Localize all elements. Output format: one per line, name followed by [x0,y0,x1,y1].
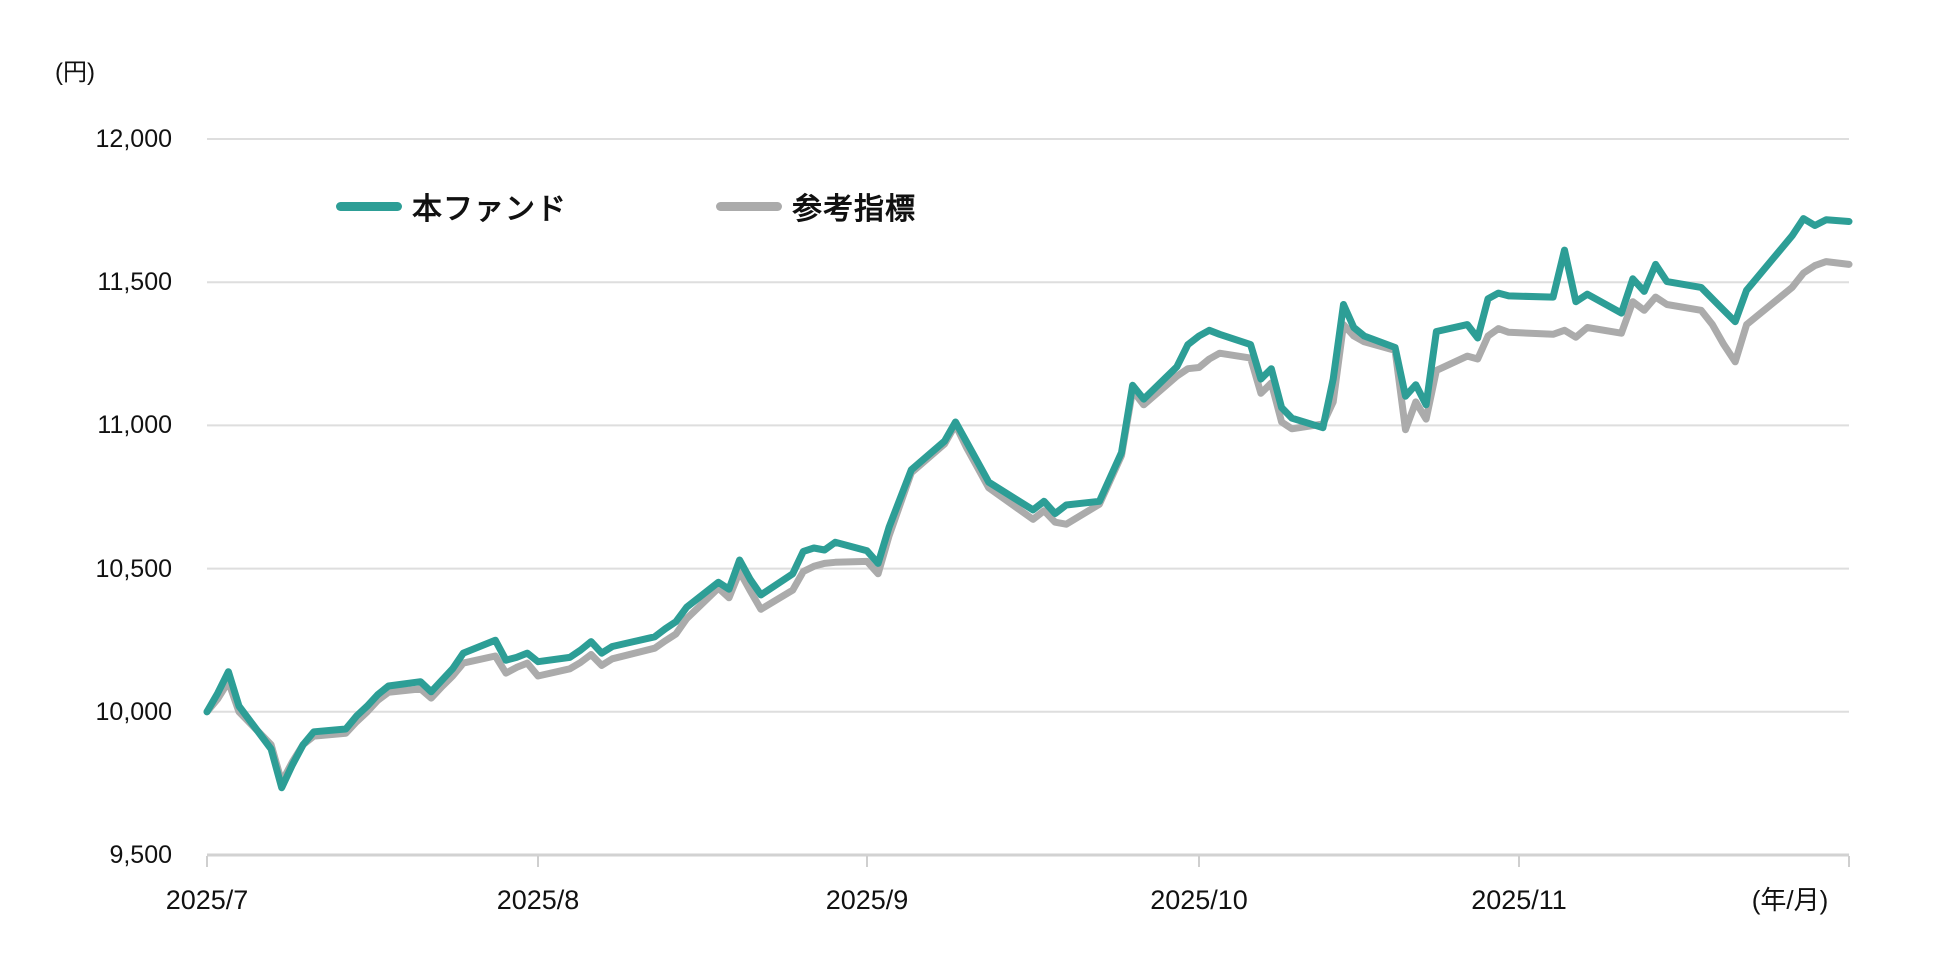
y-axis-unit-label: (円) [55,59,95,86]
x-tick-label: 2025/10 [1150,885,1248,915]
index-series-line [203,258,1853,786]
legend-label-fund: 本ファンド [412,193,567,226]
legend-swatch-fund-line [336,201,402,211]
x-tick-label: 2025/11 [1471,885,1567,915]
x-tick-label: 2025/9 [825,885,909,915]
y-tick-label: 11,500 [97,268,172,297]
legend-label-index: 参考指標 [792,193,916,226]
y-tick-label: 10,000 [95,697,172,726]
y-tick-label: 9,500 [109,841,172,869]
legend-item-index: 参考指標 [716,186,916,226]
legend-item-fund: 本ファンド [336,186,567,226]
y-tick-label: 11,000 [97,411,172,440]
fund-series-line [203,215,1853,792]
y-tick-label: 12,000 [95,125,172,153]
y-tick-label: 10,500 [95,554,172,583]
x-tick-label: 2025/7 [165,885,249,915]
x-axis-unit-label: (年/月) [1751,885,1829,915]
x-tick-label: 2025/8 [496,885,580,915]
legend-swatch-index-line [716,201,782,211]
